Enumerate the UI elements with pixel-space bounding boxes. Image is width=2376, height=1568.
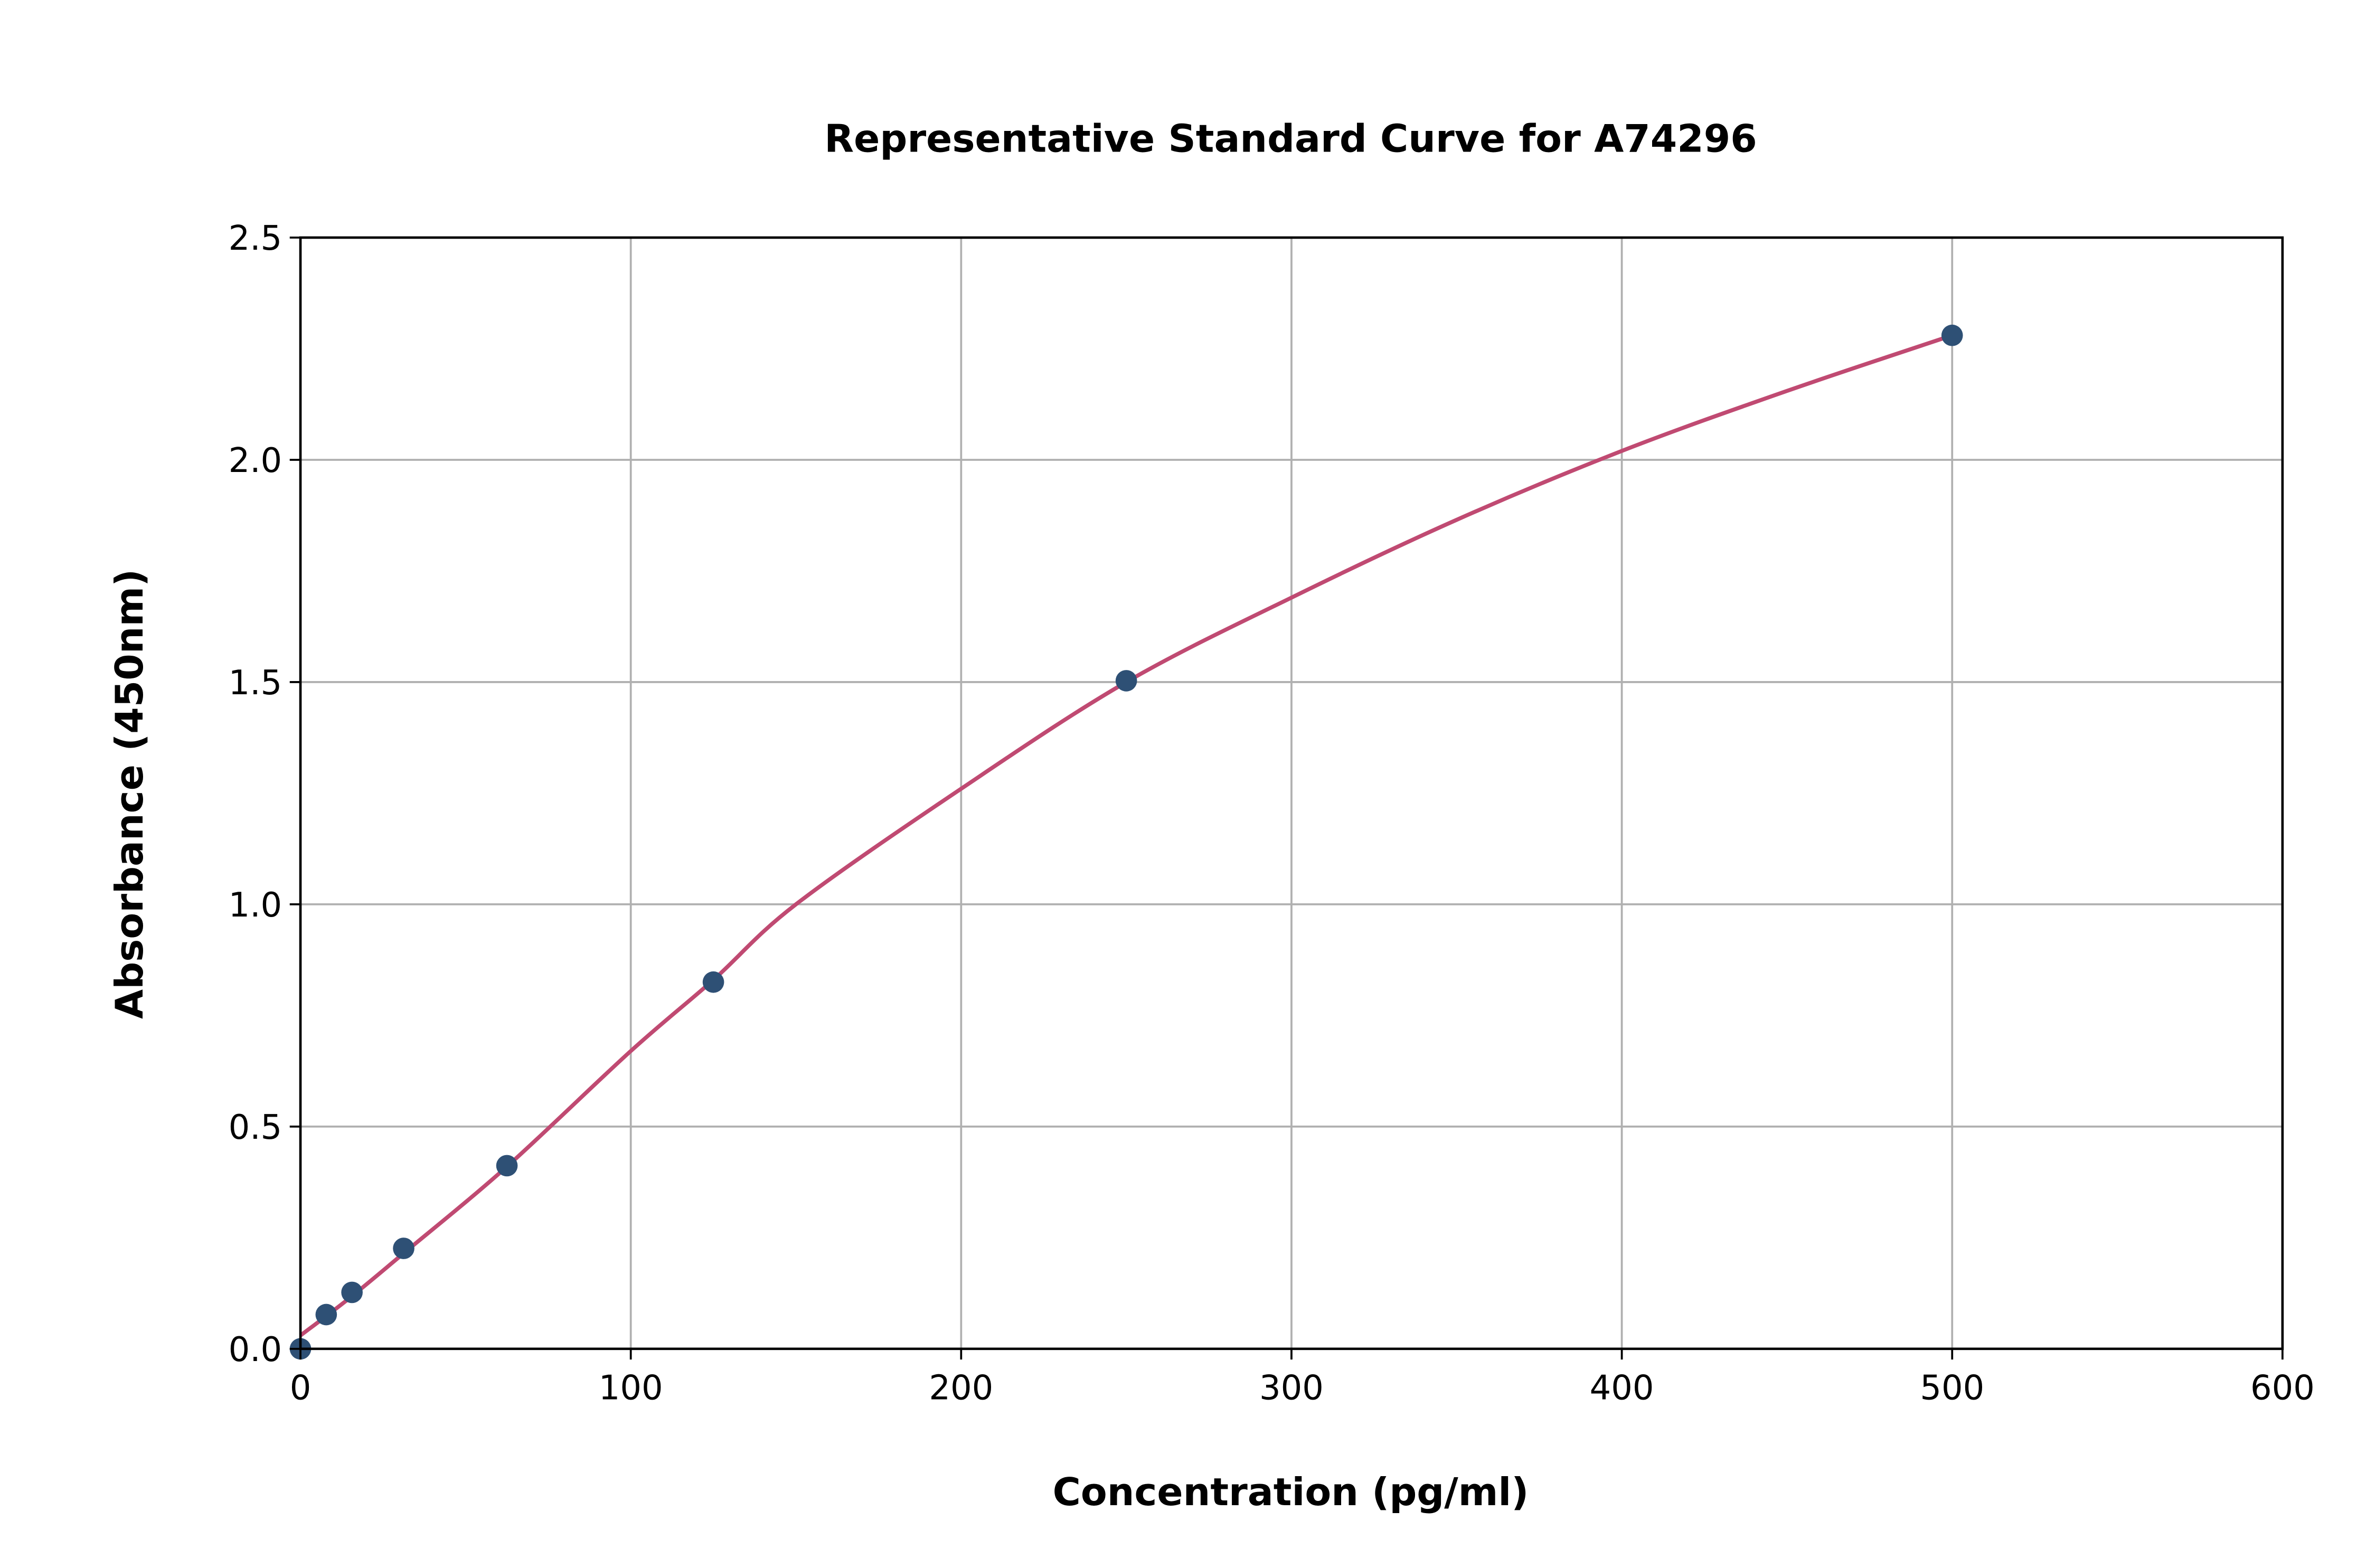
data-point <box>393 1238 414 1259</box>
grid <box>299 237 2284 1350</box>
x-tick-label: 400 <box>1590 1369 1654 1408</box>
y-tick-label: 2.0 <box>229 441 282 480</box>
data-point <box>1115 670 1137 692</box>
data-point <box>496 1155 518 1177</box>
x-axis-label: Concentration (pg/ml) <box>1053 1470 1529 1515</box>
x-tick-label: 300 <box>1259 1369 1324 1408</box>
fit-curve-line <box>299 333 1953 1337</box>
x-tick-label: 100 <box>599 1369 663 1408</box>
data-point <box>702 971 724 993</box>
x-tick-label: 600 <box>2250 1369 2315 1408</box>
y-tick-label: 0.0 <box>229 1330 282 1369</box>
data-point <box>315 1303 337 1326</box>
x-tick-label: 0 <box>290 1369 312 1408</box>
y-tick-label: 0.5 <box>229 1108 282 1147</box>
x-tick-label: 500 <box>1920 1369 1984 1408</box>
chart-title: Representative Standard Curve for A74296 <box>824 117 1757 161</box>
y-tick-label: 2.5 <box>229 219 282 258</box>
y-axis-label: Absorbance (450nm) <box>108 569 152 1019</box>
fit-curve-group <box>299 333 1953 1337</box>
x-tick-label: 200 <box>929 1369 993 1408</box>
y-tick-label: 1.0 <box>229 886 282 925</box>
data-point <box>341 1281 363 1303</box>
y-tick-label: 1.5 <box>229 664 282 703</box>
x-axis-ticks: 0 100 200 300 400 500 600 <box>290 1348 2315 1408</box>
data-points <box>289 324 1963 1360</box>
y-axis-ticks: 0.0 0.5 1.0 1.5 2.0 2.5 <box>229 219 301 1369</box>
data-point <box>1941 324 1963 346</box>
